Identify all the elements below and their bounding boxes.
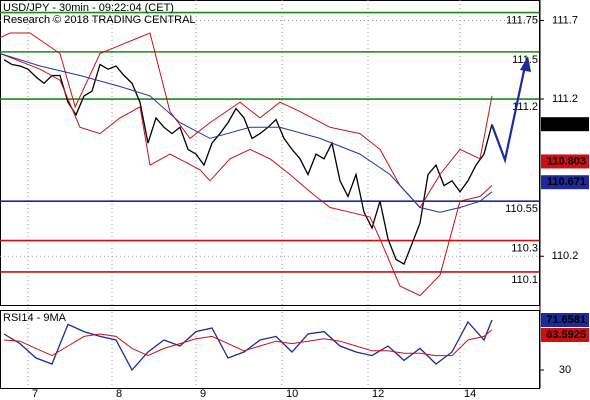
price-tag — [541, 154, 589, 169]
y-tick-label: 110.2 — [552, 250, 579, 262]
price-tag-label: 71.6581 — [546, 314, 586, 326]
x-tick-label: 14 — [464, 388, 476, 400]
price-tag — [541, 117, 589, 132]
level-label: 110.1 — [511, 274, 538, 286]
x-tick-label: 9 — [200, 388, 206, 400]
price-tag — [541, 175, 589, 190]
series-line — [3, 319, 493, 372]
y-tick-label: 111.7 — [552, 14, 578, 26]
price-tag — [541, 313, 589, 328]
level-label: 111.2 — [512, 101, 538, 113]
x-tick-label: 8 — [116, 388, 122, 400]
level-label: 110.55 — [505, 203, 538, 215]
x-tick-label: 7 — [32, 388, 38, 400]
x-tick-label: 10 — [286, 388, 298, 400]
forecast-arrow — [490, 65, 527, 164]
price-tag — [541, 328, 589, 343]
series-line — [0, 32, 493, 209]
price-tag-label: 111.04 — [554, 118, 587, 130]
x-tick-label: 12 — [372, 388, 384, 400]
chart-subtitle: Research © 2018 TRADING CENTRAL — [3, 14, 196, 26]
panel-frame — [0, 0, 540, 306]
price-tag-label: 110.671 — [547, 176, 586, 188]
chart-title: RSI14 - 9MA — [3, 312, 67, 324]
price-tag-label: 63.5925 — [546, 329, 586, 341]
level-label: 111.75 — [506, 14, 538, 26]
level-label: 110.3 — [511, 242, 538, 254]
price-tag-label: 110.803 — [547, 155, 586, 167]
y-tick-label: 111.2 — [552, 93, 578, 105]
series-line — [0, 53, 493, 297]
level-label: 111.5 — [512, 54, 538, 66]
chart-title: USD/JPY - 30min - 09:22:04 (CET) — [3, 2, 174, 14]
series-line — [3, 329, 493, 357]
series-line — [3, 59, 493, 266]
y-tick-label: 30 — [559, 364, 571, 376]
series-line — [0, 53, 493, 213]
forecast-arrowhead — [520, 56, 531, 72]
